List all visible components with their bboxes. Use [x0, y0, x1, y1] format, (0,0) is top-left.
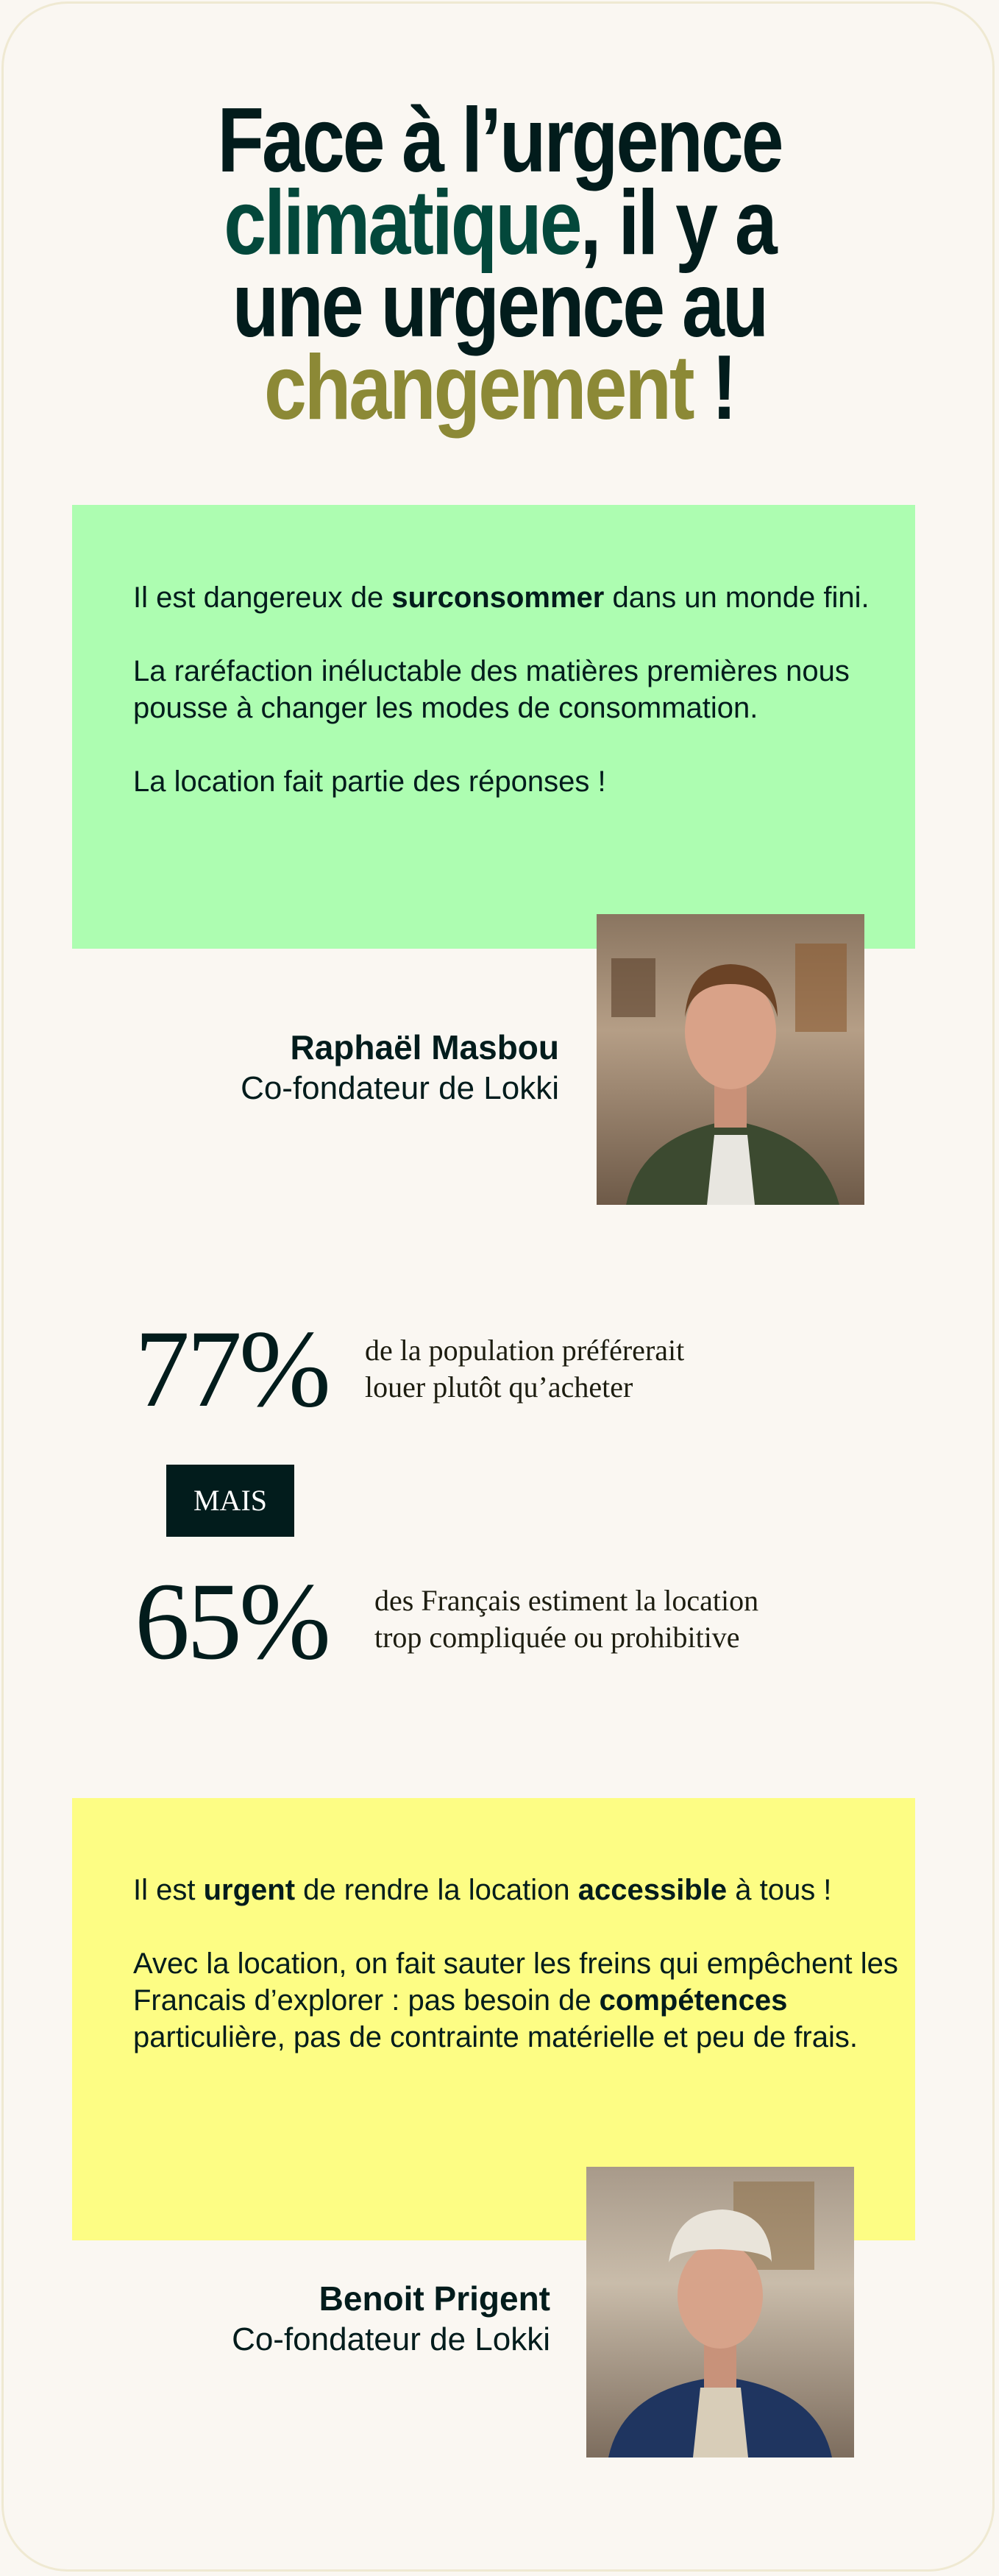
stat-description-1: de la population préférerait louer plutô…: [365, 1332, 684, 1406]
text: Avec la location, on fait sauter les fre…: [133, 1947, 898, 2017]
stat-value-77: 77%: [135, 1308, 331, 1430]
headline-line: changement !: [0, 339, 999, 437]
stat-description-2: des Français estiment la location trop c…: [374, 1582, 758, 1656]
author-role: Co-fondateur de Lokki: [232, 2321, 550, 2357]
quote-box-yellow: Il est urgent de rendre la location acce…: [72, 1798, 915, 2240]
author-name: Raphaël Masbou: [290, 1028, 559, 1066]
stat-value-65: 65%: [135, 1560, 331, 1682]
emphasis: urgent: [203, 1874, 296, 1906]
headline-highlight-climatique: climatique: [224, 171, 582, 275]
stat-text: trop compliquée ou prohibitive: [374, 1621, 740, 1654]
text: de rendre la location: [295, 1874, 578, 1906]
quote-paragraph: La location fait partie des réponses !: [133, 765, 606, 798]
author-name: Benoit Prigent: [319, 2279, 550, 2318]
headline-line: Face à l’urgence: [217, 89, 783, 192]
stat-text: louer plutôt qu’acheter: [365, 1370, 633, 1404]
emphasis: accessible: [577, 1874, 728, 1906]
mais-badge: MAIS: [166, 1465, 294, 1537]
text: particulière, pas de contrainte matériel…: [133, 2021, 858, 2053]
text: Il est: [133, 1874, 204, 1906]
stat-text: de la population préférerait: [365, 1334, 685, 1367]
headline: Face à l’urgence climatique, il y a une …: [0, 91, 999, 437]
headline-text: !: [692, 336, 737, 439]
quote-paragraph: Il est dangereux de surconsommer dans un…: [133, 579, 915, 616]
quote-box-green: Il est dangereux de surconsommer dans un…: [72, 505, 915, 949]
author-role: Co-fondateur de Lokki: [241, 1070, 559, 1106]
emphasis: surconsommer: [391, 581, 605, 614]
emphasis: compétences: [599, 1984, 788, 2017]
quote-author-1: Raphaël Masbou Co-fondateur de Lokki: [241, 1027, 559, 1109]
quote-paragraph: Avec la location, on fait sauter les fre…: [133, 1945, 915, 2056]
quote-paragraph: La raréfaction inéluctable des matières …: [133, 655, 850, 724]
text: à tous !: [727, 1874, 832, 1906]
quote-paragraph: Il est urgent de rendre la location acce…: [133, 1872, 915, 1908]
headline-line: une urgence au: [232, 254, 769, 357]
portrait-photo-benoit: [586, 2167, 854, 2458]
headline-text: , il y a: [580, 171, 778, 275]
quote-author-2: Benoit Prigent Co-fondateur de Lokki: [232, 2278, 550, 2360]
text: dans un monde fini.: [604, 581, 870, 614]
headline-line: climatique, il y a: [0, 174, 999, 272]
portrait-illustration: [608, 2182, 832, 2458]
stat-text: des Français estiment la location: [374, 1584, 759, 1617]
portrait-photo-raphael: [597, 914, 864, 1205]
headline-highlight-changement: changement: [263, 336, 695, 439]
portrait-illustration: [611, 944, 847, 1205]
text: Il est dangereux de: [133, 581, 392, 614]
